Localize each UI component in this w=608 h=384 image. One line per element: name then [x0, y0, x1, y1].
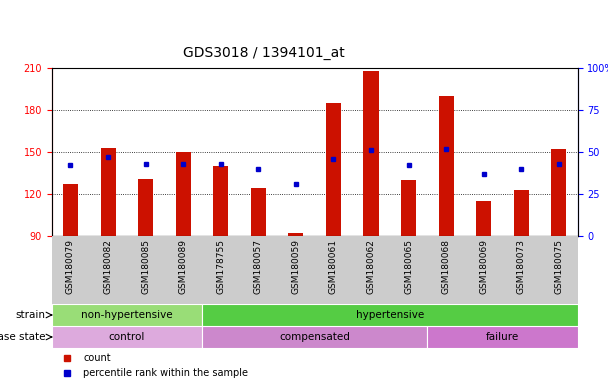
Bar	[326, 103, 341, 236]
Text: GSM180059: GSM180059	[291, 239, 300, 295]
Text: GSM178755: GSM178755	[216, 239, 225, 295]
Text: GSM180079: GSM180079	[66, 239, 75, 295]
Text: GSM180068: GSM180068	[441, 239, 451, 295]
Text: strain: strain	[16, 310, 46, 320]
Text: disease state: disease state	[0, 332, 46, 342]
Bar	[250, 189, 266, 236]
Bar	[176, 152, 191, 236]
Bar	[401, 180, 416, 236]
Text: percentile rank within the sample: percentile rank within the sample	[83, 368, 248, 378]
Text: GSM180089: GSM180089	[179, 239, 188, 295]
Text: GSM180085: GSM180085	[141, 239, 150, 295]
Text: GSM180062: GSM180062	[367, 239, 376, 294]
Bar	[52, 326, 202, 348]
Bar	[63, 184, 78, 236]
Text: GSM180061: GSM180061	[329, 239, 338, 295]
Bar	[202, 304, 578, 326]
Bar	[427, 326, 578, 348]
Bar	[476, 201, 491, 236]
Bar	[551, 149, 566, 236]
Text: GSM180075: GSM180075	[554, 239, 564, 295]
Text: GSM180069: GSM180069	[479, 239, 488, 295]
Bar	[202, 326, 427, 348]
Bar	[213, 166, 228, 236]
Bar	[52, 304, 202, 326]
Bar	[364, 71, 379, 236]
Text: compensated: compensated	[279, 332, 350, 342]
Text: hypertensive: hypertensive	[356, 310, 424, 320]
Text: GSM180082: GSM180082	[103, 239, 112, 294]
Text: non-hypertensive: non-hypertensive	[81, 310, 173, 320]
Text: GSM180057: GSM180057	[254, 239, 263, 295]
Text: failure: failure	[486, 332, 519, 342]
Bar	[288, 233, 303, 236]
Text: count: count	[83, 353, 111, 363]
Text: control: control	[109, 332, 145, 342]
Text: GSM180065: GSM180065	[404, 239, 413, 295]
Text: GDS3018 / 1394101_at: GDS3018 / 1394101_at	[183, 46, 345, 60]
Bar	[100, 148, 116, 236]
Text: GSM180073: GSM180073	[517, 239, 526, 295]
Bar	[438, 96, 454, 236]
Bar	[514, 190, 529, 236]
Bar	[138, 179, 153, 236]
